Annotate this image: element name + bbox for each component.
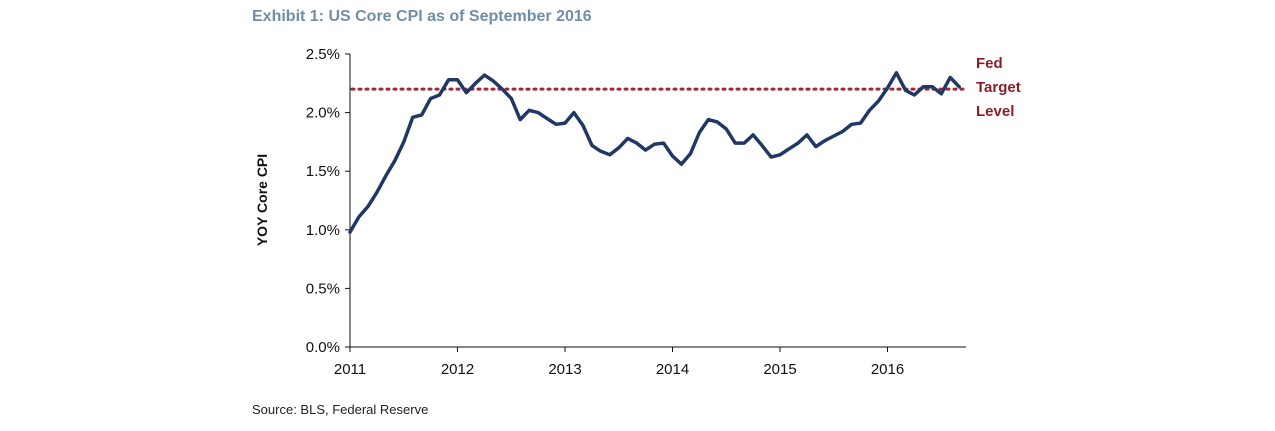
source-note: Source: BLS, Federal Reserve xyxy=(252,402,429,417)
y-tick-label: 0.5% xyxy=(306,280,340,297)
fed-target-label: Target xyxy=(976,79,1021,96)
fed-target-label: Fed xyxy=(976,55,1003,72)
x-tick-label: 2011 xyxy=(334,361,366,378)
x-tick-label: 2015 xyxy=(763,361,796,378)
x-tick-label: 2016 xyxy=(871,361,904,378)
y-tick-label: 2.0% xyxy=(306,105,340,122)
chart-title: Exhibit 1: US Core CPI as of September 2… xyxy=(252,8,592,25)
y-tick-label: 1.5% xyxy=(306,163,340,180)
x-tick-label: 2014 xyxy=(656,361,689,378)
y-tick-label: 2.5% xyxy=(306,46,340,63)
y-tick-label: 1.0% xyxy=(306,222,340,239)
x-tick-label: 2013 xyxy=(548,361,581,378)
series-line-core-cpi xyxy=(348,71,961,234)
fed-target-label: Level xyxy=(976,103,1014,120)
y-tick-label: 0.0% xyxy=(306,339,340,356)
x-tick-label: 2012 xyxy=(441,361,474,378)
